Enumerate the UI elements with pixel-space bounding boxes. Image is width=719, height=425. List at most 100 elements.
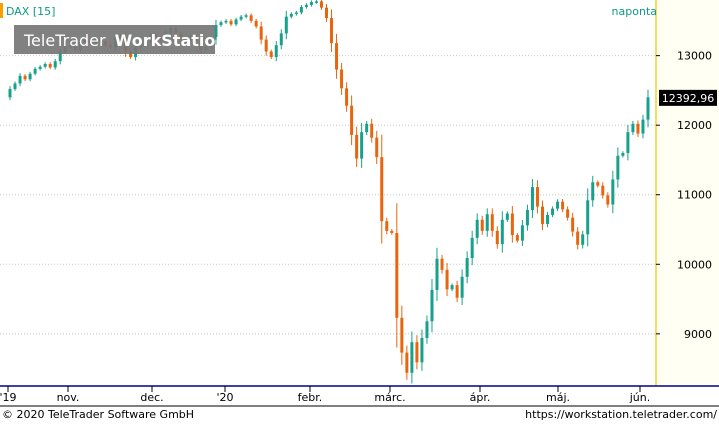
copyright-text: © 2020 TeleTrader Software GmbH: [2, 408, 195, 421]
candle-body: [430, 290, 434, 322]
candle-body: [380, 157, 384, 222]
footer-url[interactable]: https://workstation.teletrader.com/: [525, 408, 717, 421]
candle-body: [530, 187, 534, 211]
candle-body: [641, 119, 645, 134]
candle-body: [400, 317, 404, 353]
y-tick-label: 13000: [677, 50, 712, 63]
candle-body: [269, 51, 273, 58]
period-label[interactable]: naponta: [612, 5, 657, 18]
candle-body: [601, 185, 605, 196]
candle-body: [264, 39, 268, 52]
candle-body: [284, 16, 288, 34]
candle-body: [18, 75, 22, 84]
candle-body: [224, 20, 228, 23]
candle-body: [58, 52, 62, 62]
candle-body: [8, 89, 12, 98]
candle-body: [259, 26, 263, 40]
candle-body: [304, 4, 308, 7]
candle-body: [385, 221, 389, 231]
y-tick-label: 10000: [677, 258, 712, 271]
candle-body: [324, 7, 328, 19]
candle-body: [485, 214, 489, 231]
candle-body: [510, 213, 514, 236]
plot-area[interactable]: [0, 0, 656, 386]
candle-body: [445, 269, 449, 290]
candle-body: [490, 214, 494, 231]
candle-body: [535, 187, 539, 207]
candle-body: [43, 63, 47, 67]
x-tick-label: nov.: [57, 391, 80, 404]
price-axis-ticks: 9000 10000 11000 12000 13000: [656, 50, 712, 341]
candle-body: [425, 321, 429, 339]
y-tick-label: 11000: [677, 189, 712, 202]
candle-body: [294, 12, 298, 15]
candle-body: [646, 97, 650, 120]
last-price-label: 12392,96: [662, 92, 715, 105]
symbol-marker: [0, 3, 3, 18]
x-tick-label: febr.: [298, 391, 323, 404]
price-axis[interactable]: [656, 0, 719, 386]
candle-body: [340, 69, 344, 89]
candle-body: [53, 61, 57, 68]
candle-body: [520, 225, 524, 241]
candle-body: [335, 43, 339, 70]
candle-body: [415, 342, 419, 363]
candle-body: [13, 83, 17, 90]
candle-body: [465, 258, 469, 277]
candle-body: [636, 123, 640, 134]
candle-body: [566, 209, 570, 218]
candle-body: [500, 219, 504, 245]
x-tick-label: márc.: [374, 391, 405, 404]
candle-body: [33, 68, 37, 74]
candle-body: [345, 88, 349, 106]
candle-body: [48, 63, 52, 68]
candle-body: [330, 18, 334, 44]
candle-body: [561, 201, 565, 210]
candle-body: [244, 15, 248, 17]
candle-body: [355, 134, 359, 159]
candle-body: [556, 201, 560, 209]
candle-body: [475, 219, 479, 238]
x-tick-label: máj.: [546, 391, 570, 404]
candle-body: [360, 132, 364, 159]
candle-body: [606, 195, 610, 205]
candle-body: [470, 237, 474, 259]
svg-text:TeleTrader WorkStation: TeleTrader WorkStation: [23, 31, 227, 50]
x-tick-label: dec.: [140, 391, 163, 404]
candle-body: [395, 232, 399, 318]
candle-body: [370, 123, 374, 138]
candle-body: [214, 25, 218, 40]
candle-body: [319, 1, 323, 8]
x-tick-label: '20: [216, 391, 233, 404]
candle-body: [571, 217, 575, 232]
candle-body: [309, 2, 313, 5]
candle-body: [455, 285, 459, 298]
candle-body: [279, 33, 283, 46]
candle-body: [631, 123, 635, 133]
candle-body: [365, 123, 369, 133]
candle-body: [460, 276, 464, 298]
candle-body: [229, 20, 233, 25]
candle-body: [314, 1, 318, 3]
candle-body: [591, 182, 595, 201]
candle-body: [616, 155, 620, 180]
candle-body: [576, 231, 580, 245]
watermark-product: WorkStation: [115, 31, 227, 50]
x-tick-label: jún.: [629, 391, 651, 404]
candle-body: [28, 73, 32, 80]
watermark-brand: TeleTrader: [23, 31, 106, 50]
candle-body: [586, 200, 590, 235]
candle-body: [581, 234, 585, 245]
candle-body: [375, 137, 379, 158]
chart-frame: 9000 10000 11000 12000 13000 12392,96 '19 nov…: [0, 0, 719, 407]
candle-body: [596, 182, 600, 186]
x-tick-label: '19: [0, 391, 17, 404]
x-tick-label: ápr.: [470, 391, 491, 404]
time-axis[interactable]: '19 nov. dec. '20 febr. márc. ápr. máj. jún.: [0, 386, 650, 404]
candle-body: [541, 206, 545, 224]
candle-body: [546, 214, 550, 224]
candle-body: [239, 16, 243, 20]
candle-body: [495, 230, 499, 245]
candle-body: [23, 75, 27, 80]
symbol-label[interactable]: DAX [15]: [6, 5, 55, 18]
